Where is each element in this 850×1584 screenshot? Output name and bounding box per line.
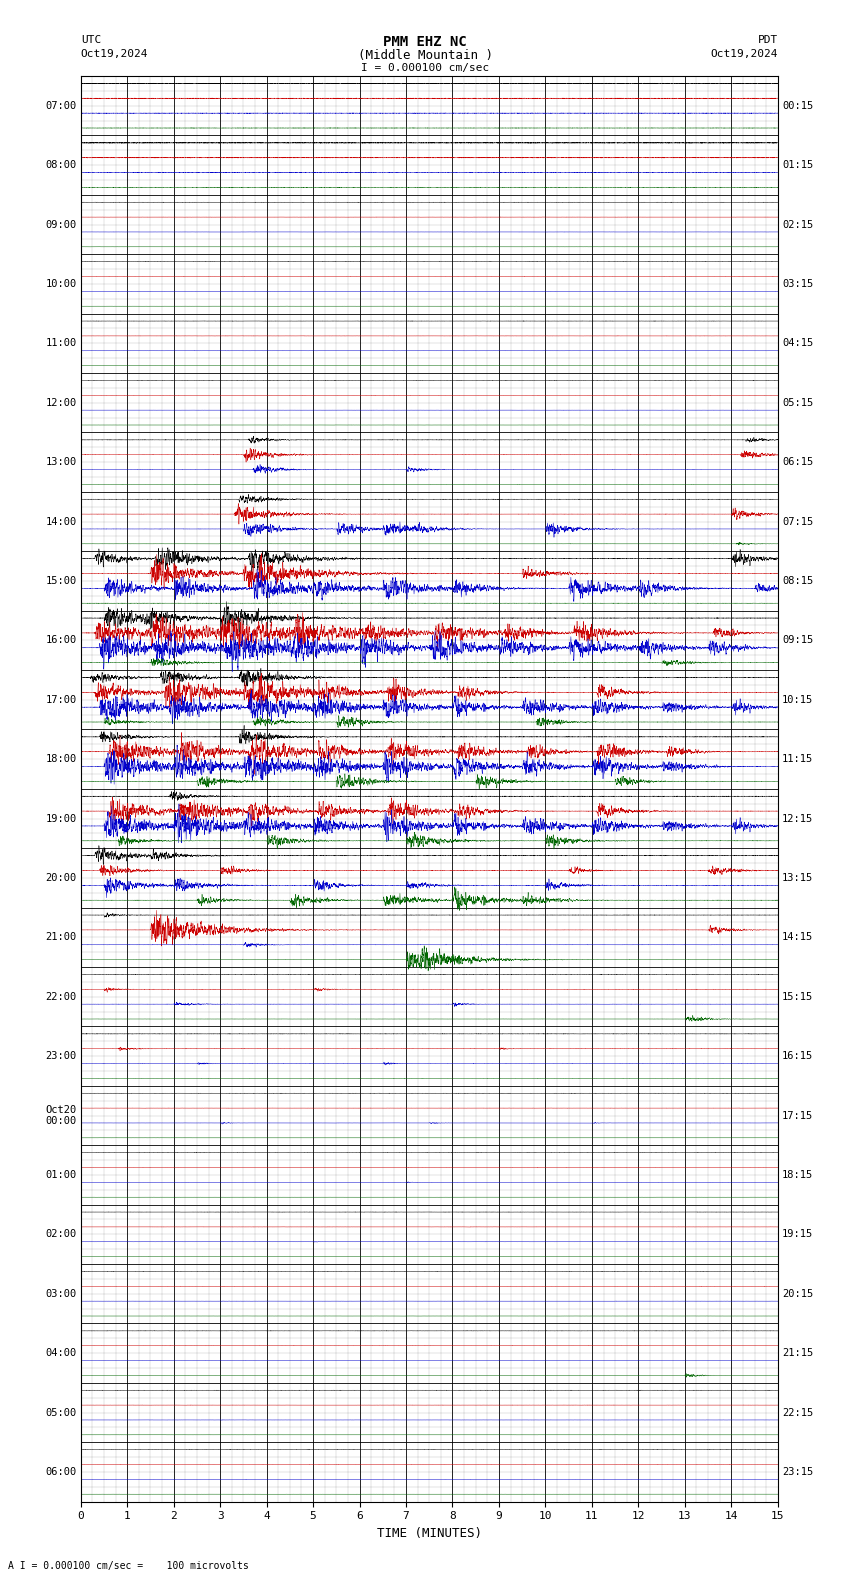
Text: 19:15: 19:15 — [782, 1229, 813, 1239]
Text: 23:00: 23:00 — [45, 1052, 76, 1061]
Text: 11:15: 11:15 — [782, 754, 813, 763]
Text: 06:15: 06:15 — [782, 458, 813, 467]
Text: 02:15: 02:15 — [782, 220, 813, 230]
Text: 22:15: 22:15 — [782, 1408, 813, 1418]
Text: 05:00: 05:00 — [45, 1408, 76, 1418]
Text: 16:15: 16:15 — [782, 1052, 813, 1061]
Text: 01:00: 01:00 — [45, 1171, 76, 1180]
Text: 14:00: 14:00 — [45, 516, 76, 526]
Text: 09:00: 09:00 — [45, 220, 76, 230]
Text: A I = 0.000100 cm/sec =    100 microvolts: A I = 0.000100 cm/sec = 100 microvolts — [8, 1562, 249, 1571]
Text: 10:00: 10:00 — [45, 279, 76, 288]
Text: PMM EHZ NC: PMM EHZ NC — [383, 35, 467, 49]
Text: 03:15: 03:15 — [782, 279, 813, 288]
Text: 17:00: 17:00 — [45, 695, 76, 705]
Text: 17:15: 17:15 — [782, 1110, 813, 1120]
Text: 08:15: 08:15 — [782, 577, 813, 586]
Text: 23:15: 23:15 — [782, 1467, 813, 1476]
Text: 20:15: 20:15 — [782, 1289, 813, 1299]
Text: (Middle Mountain ): (Middle Mountain ) — [358, 49, 492, 62]
Text: 15:00: 15:00 — [45, 577, 76, 586]
Text: 00:15: 00:15 — [782, 101, 813, 111]
Text: 15:15: 15:15 — [782, 992, 813, 1001]
Text: 04:15: 04:15 — [782, 339, 813, 348]
Text: UTC: UTC — [81, 35, 101, 44]
Text: I = 0.000100 cm/sec: I = 0.000100 cm/sec — [361, 63, 489, 73]
X-axis label: TIME (MINUTES): TIME (MINUTES) — [377, 1527, 482, 1540]
Text: 05:15: 05:15 — [782, 398, 813, 407]
Text: 09:15: 09:15 — [782, 635, 813, 645]
Text: 18:15: 18:15 — [782, 1171, 813, 1180]
Text: 14:15: 14:15 — [782, 933, 813, 942]
Text: 07:00: 07:00 — [45, 101, 76, 111]
Text: PDT: PDT — [757, 35, 778, 44]
Text: Oct19,2024: Oct19,2024 — [711, 49, 778, 59]
Text: 22:00: 22:00 — [45, 992, 76, 1001]
Text: 13:00: 13:00 — [45, 458, 76, 467]
Text: 07:15: 07:15 — [782, 516, 813, 526]
Text: 21:15: 21:15 — [782, 1348, 813, 1357]
Text: 01:15: 01:15 — [782, 160, 813, 169]
Text: Oct20
00:00: Oct20 00:00 — [45, 1104, 76, 1126]
Text: 18:00: 18:00 — [45, 754, 76, 763]
Text: 04:00: 04:00 — [45, 1348, 76, 1357]
Text: 10:15: 10:15 — [782, 695, 813, 705]
Text: 11:00: 11:00 — [45, 339, 76, 348]
Text: 13:15: 13:15 — [782, 873, 813, 882]
Text: Oct19,2024: Oct19,2024 — [81, 49, 148, 59]
Text: 21:00: 21:00 — [45, 933, 76, 942]
Text: 16:00: 16:00 — [45, 635, 76, 645]
Text: 20:00: 20:00 — [45, 873, 76, 882]
Text: 12:00: 12:00 — [45, 398, 76, 407]
Text: 19:00: 19:00 — [45, 814, 76, 824]
Text: 02:00: 02:00 — [45, 1229, 76, 1239]
Text: 08:00: 08:00 — [45, 160, 76, 169]
Text: 12:15: 12:15 — [782, 814, 813, 824]
Text: 03:00: 03:00 — [45, 1289, 76, 1299]
Text: 06:00: 06:00 — [45, 1467, 76, 1476]
